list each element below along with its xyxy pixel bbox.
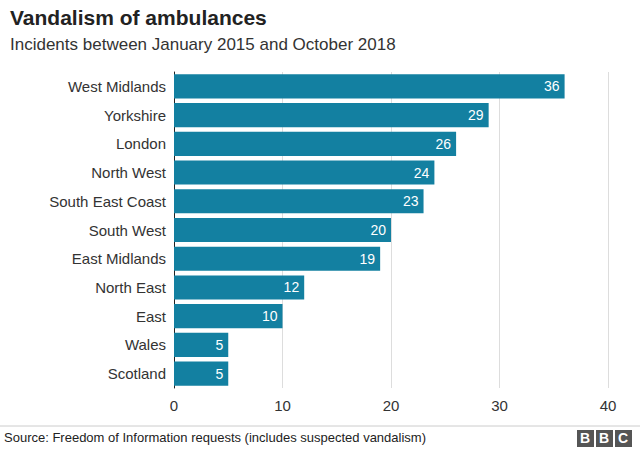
svg-text:10: 10	[274, 397, 291, 414]
svg-text:20: 20	[370, 222, 386, 238]
svg-text:Vandalism of ambulances: Vandalism of ambulances	[10, 6, 267, 29]
svg-text:Scotland: Scotland	[108, 365, 166, 382]
svg-text:North West: North West	[91, 164, 167, 181]
svg-text:23: 23	[403, 193, 419, 209]
svg-text:Incidents between January 2015: Incidents between January 2015 and Octob…	[10, 35, 396, 54]
svg-text:West Midlands: West Midlands	[68, 78, 166, 95]
svg-text:10: 10	[262, 308, 278, 324]
svg-text:North East: North East	[95, 279, 167, 296]
svg-text:East Midlands: East Midlands	[72, 250, 166, 267]
svg-text:Wales: Wales	[125, 336, 166, 353]
svg-text:24: 24	[414, 165, 430, 181]
svg-text:5: 5	[215, 366, 223, 382]
svg-text:12: 12	[284, 279, 300, 295]
svg-text:30: 30	[491, 397, 508, 414]
svg-text:C: C	[618, 430, 628, 446]
svg-text:26: 26	[436, 136, 452, 152]
svg-text:B: B	[580, 430, 590, 446]
svg-text:East: East	[136, 308, 167, 325]
svg-text:29: 29	[468, 107, 484, 123]
svg-text:5: 5	[215, 337, 223, 353]
svg-text:20: 20	[383, 397, 400, 414]
svg-text:36: 36	[544, 78, 560, 94]
svg-text:B: B	[599, 430, 609, 446]
svg-text:40: 40	[600, 397, 617, 414]
svg-text:Yorkshire: Yorkshire	[104, 107, 166, 124]
svg-text:South East Coast: South East Coast	[49, 193, 167, 210]
svg-text:South West: South West	[89, 222, 167, 239]
svg-text:19: 19	[360, 251, 376, 267]
svg-text:Source: Freedom of Information: Source: Freedom of Information requests …	[4, 430, 426, 445]
svg-text:0: 0	[170, 397, 178, 414]
svg-text:London: London	[116, 135, 166, 152]
